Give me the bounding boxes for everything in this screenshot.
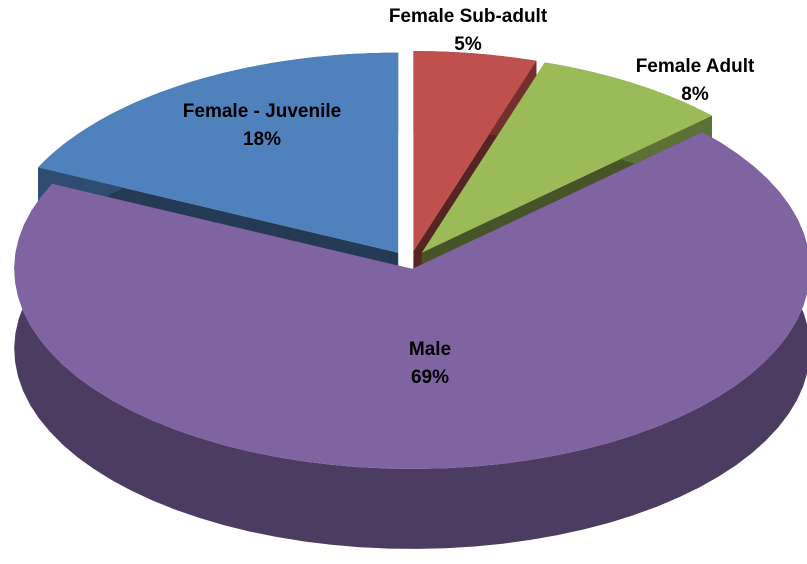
value-label: 69% (411, 367, 449, 388)
slice-label: Female - Juvenile (183, 101, 341, 122)
slice-label: Female Adult (636, 56, 755, 77)
slice-wall (14, 132, 807, 549)
slice (413, 51, 537, 252)
slice (38, 52, 399, 253)
value-label: 5% (454, 34, 482, 55)
value-label: 18% (243, 129, 281, 150)
value-label: 8% (681, 84, 709, 105)
slice (14, 132, 807, 469)
slice-label: Female Sub-adult (389, 6, 548, 27)
slice-label: Male (409, 339, 451, 360)
slice (421, 62, 712, 253)
